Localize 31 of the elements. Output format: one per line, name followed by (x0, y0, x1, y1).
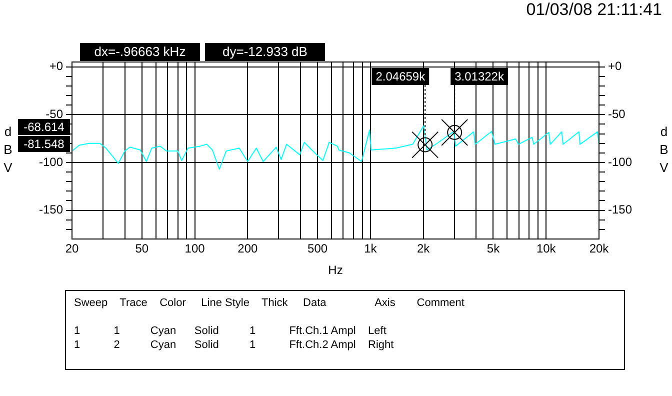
text: Sweep Trace Color Line Style Thick Data Axis Comment (74, 297, 466, 309)
text: -81.548 (18, 136, 70, 152)
text: dy=-12.933 dB (205, 43, 325, 61)
annotation: 2.04659k (376, 69, 426, 84)
text: 01/03/08 21:11:41 (526, 0, 662, 20)
y-axis-title: dBV (4, 124, 13, 176)
x-tick-label: 5k (486, 242, 501, 256)
y-tick-label: -150 (38, 202, 64, 217)
x-axis-title: Hz (328, 263, 343, 278)
y2-tick-label: -50 (608, 106, 626, 121)
y2-tick-label: -150 (608, 202, 632, 217)
x-tick-label: 20k (589, 242, 610, 256)
x-tick-label: 10k (536, 242, 557, 256)
y-tick-label: +0 (49, 59, 64, 74)
x-tick-label: 50 (135, 242, 149, 256)
x-tick-label: 100 (184, 242, 206, 256)
y-tick-label: -100 (38, 154, 64, 169)
text: 1 2 Cyan Solid 1 Fft.Ch.2 Ampl Right (74, 339, 395, 351)
text: 1 1 Cyan Solid 1 Fft.Ch.1 Ampl Left (74, 325, 388, 337)
text: -68.614 (18, 119, 70, 135)
y2-axis-title: dBV (660, 124, 669, 176)
x-tick-label: 1k (364, 242, 378, 256)
text: dx=-.96663 kHz (80, 43, 200, 61)
x-tick-label: 20 (65, 242, 79, 256)
annotation: 3.01322k (454, 69, 505, 84)
y-tick-label: -50 (46, 106, 64, 121)
x-tick-label: 500 (308, 242, 328, 256)
x-tick-label: 2k (416, 242, 431, 256)
y2-tick-label: +0 (608, 59, 622, 74)
x-tick-label: 200 (238, 242, 258, 256)
y2-tick-label: -100 (608, 154, 632, 169)
